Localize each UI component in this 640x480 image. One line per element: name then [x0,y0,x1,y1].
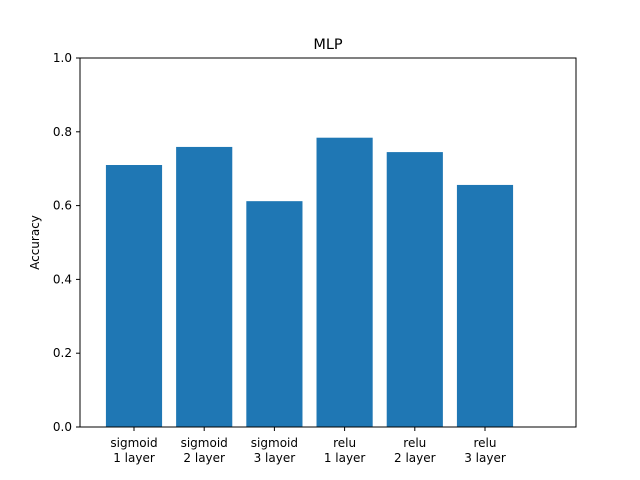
bar [456,184,514,427]
x-tick-label-line: relu [333,436,356,450]
x-tick-label: relu 2 layer [394,436,436,465]
x-tick-label: relu 3 layer [464,436,506,465]
y-tick-label: 0.2 [53,346,72,360]
x-tick-label-line: 2 layer [394,451,436,465]
x-tick-label-line: 3 layer [254,451,296,465]
x-tick-label: relu 1 layer [324,436,366,465]
bars-group [105,137,514,427]
bar [176,146,233,427]
x-tick-label-line: relu [474,436,497,450]
x-tick-label-line: 2 layer [183,451,225,465]
y-axis-label: Accuracy [28,215,42,270]
x-tick-label-line: 3 layer [464,451,506,465]
y-tick-label: 1.0 [53,51,72,65]
chart-title: MLP [313,37,343,53]
y-axis: 0.0 0.2 0.4 0.6 0.8 1.0 [53,51,80,434]
x-tick-label-line: 1 layer [113,451,155,465]
y-tick-label: 0.4 [53,272,72,286]
plot-frame [79,57,577,428]
x-tick-label-line: sigmoid [181,436,228,450]
x-tick-label-line: 1 layer [324,451,366,465]
bar [246,201,303,427]
y-tick-label: 0.6 [53,199,72,213]
y-tick-label: 0.8 [53,125,72,139]
x-tick-label-line: sigmoid [251,436,298,450]
x-tick-label: sigmoid 2 layer [181,436,228,465]
x-tick-label: sigmoid 3 layer [251,436,298,465]
x-tick-label: sigmoid 1 layer [110,436,157,465]
x-tick-label-line: sigmoid [110,436,157,450]
bar [386,152,443,427]
bar [316,137,373,427]
bar [105,165,163,427]
y-tick-label: 0.0 [53,420,72,434]
x-tick-label-line: relu [403,436,426,450]
